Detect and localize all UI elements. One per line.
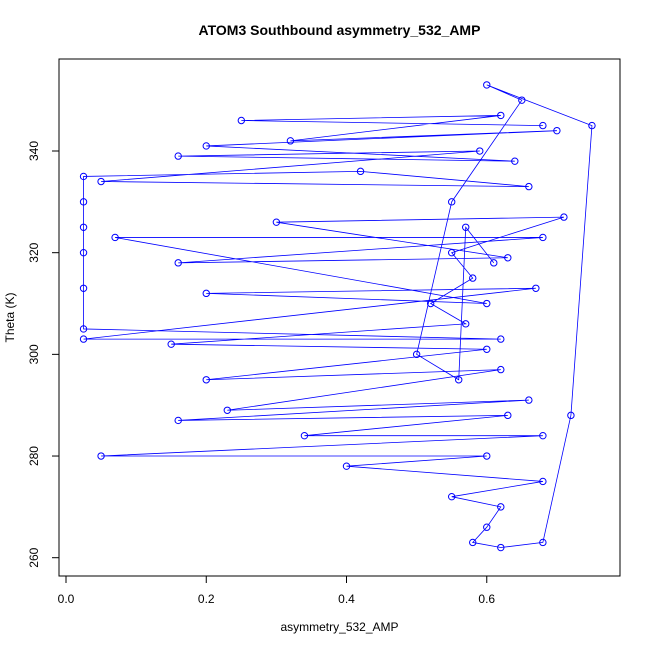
data-point bbox=[202, 142, 210, 150]
y-tick-label: 300 bbox=[27, 344, 41, 364]
x-axis-label: asymmetry_532_AMP bbox=[280, 620, 398, 634]
data-point bbox=[455, 376, 463, 384]
data-point bbox=[511, 157, 519, 165]
data-point bbox=[469, 274, 477, 282]
y-tick-label: 260 bbox=[27, 547, 41, 567]
data-point bbox=[174, 259, 182, 267]
data-point bbox=[553, 126, 561, 135]
data-point bbox=[111, 233, 119, 242]
data-point bbox=[300, 431, 309, 440]
data-point bbox=[588, 121, 596, 130]
data-point bbox=[167, 340, 175, 348]
data-point bbox=[286, 137, 295, 145]
data-point bbox=[483, 81, 491, 89]
series-line bbox=[83, 84, 593, 548]
x-tick-label: 0.0 bbox=[58, 592, 75, 606]
data-point bbox=[412, 350, 421, 359]
data-point bbox=[490, 259, 498, 267]
data-point bbox=[448, 248, 456, 257]
data-point bbox=[223, 406, 232, 414]
data-point bbox=[448, 492, 456, 501]
data-point bbox=[497, 543, 505, 552]
data-point bbox=[469, 538, 477, 547]
data-point bbox=[567, 411, 575, 420]
data-point bbox=[497, 365, 505, 374]
data-point bbox=[79, 325, 88, 333]
data-point bbox=[237, 116, 246, 125]
data-point bbox=[497, 111, 505, 120]
x-axis-ticks: 0.0 0.2 0.4 0.6 bbox=[58, 576, 495, 606]
data-point bbox=[504, 254, 512, 262]
data-point bbox=[539, 233, 547, 242]
data-point bbox=[518, 96, 526, 104]
data-point bbox=[79, 248, 88, 257]
data-point bbox=[202, 289, 210, 298]
x-tick-label: 0.4 bbox=[338, 592, 355, 606]
data-point bbox=[462, 223, 470, 231]
data-point bbox=[462, 320, 470, 328]
y-axis-label: Theta (K) bbox=[3, 292, 17, 342]
data-point bbox=[483, 523, 491, 531]
data-point bbox=[525, 396, 533, 404]
data-point bbox=[97, 177, 105, 186]
data-point bbox=[79, 335, 88, 343]
data-point bbox=[342, 462, 351, 470]
data-point bbox=[356, 167, 365, 176]
data-point bbox=[79, 198, 88, 206]
data-point bbox=[539, 538, 547, 547]
data-point bbox=[202, 376, 210, 384]
data-point bbox=[448, 198, 456, 206]
data-point bbox=[504, 411, 512, 420]
plot-frame bbox=[58, 58, 621, 577]
data-point bbox=[79, 172, 88, 181]
data-point bbox=[539, 477, 547, 486]
y-tick-label: 280 bbox=[27, 446, 41, 466]
data-point bbox=[272, 218, 281, 226]
data-point bbox=[97, 452, 105, 460]
data-point bbox=[483, 345, 491, 353]
data-point bbox=[497, 335, 505, 343]
y-tick-label: 340 bbox=[27, 141, 41, 161]
data-point bbox=[426, 299, 435, 308]
data-point bbox=[174, 152, 182, 160]
y-axis-ticks: 260 280 300 320 340 bbox=[27, 141, 59, 568]
y-tick-label: 320 bbox=[27, 242, 41, 262]
data-point bbox=[79, 223, 88, 231]
data-point bbox=[539, 121, 547, 130]
data-point bbox=[497, 503, 505, 511]
data-point bbox=[483, 299, 491, 308]
data-point bbox=[532, 284, 540, 292]
series-layer bbox=[79, 81, 596, 552]
data-point bbox=[539, 431, 547, 440]
chart-title: ATOM3 Southbound asymmetry_532_AMP bbox=[199, 22, 481, 38]
data-point bbox=[483, 452, 491, 460]
x-tick-label: 0.6 bbox=[478, 592, 495, 606]
data-point bbox=[476, 147, 484, 155]
data-point bbox=[174, 416, 182, 425]
x-tick-label: 0.2 bbox=[198, 592, 215, 606]
data-point bbox=[560, 213, 568, 221]
data-point bbox=[525, 182, 533, 191]
data-point bbox=[79, 284, 88, 292]
